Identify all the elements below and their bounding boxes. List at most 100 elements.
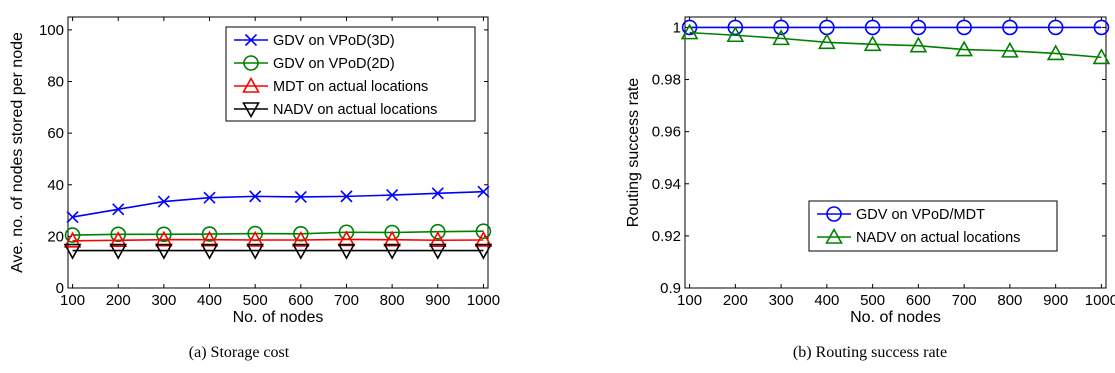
x-tick-label: 100 bbox=[60, 292, 85, 309]
chart-panel-storage-cost: 100 200 300 400 500 600 700 800 900 1000 0 20 40 60 80… bbox=[9, 16, 500, 361]
y-tick-label: 0 bbox=[56, 280, 64, 297]
y-tick-label: 60 bbox=[47, 125, 64, 142]
data-point bbox=[772, 29, 790, 46]
data-point bbox=[291, 230, 310, 247]
data-point bbox=[681, 19, 698, 36]
x-tick-label: 600 bbox=[906, 292, 931, 309]
series-1 bbox=[64, 223, 492, 243]
series-line bbox=[72, 190, 484, 218]
data-point bbox=[157, 195, 170, 208]
x-tick-label: 500 bbox=[243, 292, 268, 309]
data-point bbox=[64, 227, 81, 243]
data-point bbox=[294, 190, 307, 203]
x-tick-label: 200 bbox=[723, 292, 748, 309]
series-3 bbox=[63, 243, 493, 260]
x-tick-label: 400 bbox=[814, 292, 839, 309]
data-point bbox=[429, 223, 446, 240]
data-point bbox=[203, 191, 216, 204]
y-tick-label: 0.9 bbox=[660, 280, 681, 297]
data-point bbox=[337, 243, 356, 260]
data-point bbox=[1001, 41, 1019, 58]
legend: GDV on VPoD(3D) GDV on VPoD(2D) MDT on act… bbox=[225, 26, 476, 122]
data-point bbox=[337, 230, 356, 247]
x-axis-label: No. of nodes bbox=[850, 309, 941, 326]
x-tick-label: 900 bbox=[1043, 292, 1068, 309]
plot-area-frame bbox=[684, 16, 1107, 289]
data-point bbox=[109, 243, 128, 260]
x-tick-label: 700 bbox=[952, 292, 977, 309]
data-point bbox=[428, 231, 447, 248]
legend-label: GDV on VPoD/MDT bbox=[856, 207, 985, 223]
data-point bbox=[246, 243, 265, 260]
data-point bbox=[474, 243, 493, 260]
data-point bbox=[291, 243, 310, 260]
y-tick-label: 0.98 bbox=[652, 72, 681, 89]
data-point bbox=[1093, 19, 1110, 36]
data-point bbox=[386, 189, 399, 202]
legend-marker bbox=[826, 206, 842, 222]
data-point bbox=[909, 36, 928, 53]
data-point bbox=[910, 19, 927, 36]
x-tick-label: 500 bbox=[860, 292, 885, 309]
data-point bbox=[383, 230, 401, 247]
data-point bbox=[956, 19, 972, 36]
y-tick-label: 1 bbox=[673, 19, 681, 36]
data-point bbox=[155, 243, 173, 260]
y-tick-label: 0.94 bbox=[652, 176, 681, 193]
y-axis-label: Routing success rate bbox=[625, 78, 642, 228]
chart-panel-routing-success-rate: 100 200 300 400 500 600 700 800 900 1000 0.9 0.92 0.… bbox=[625, 16, 1115, 361]
x-tick-label: 1000 bbox=[1085, 292, 1115, 309]
data-point bbox=[109, 231, 128, 248]
data-point bbox=[340, 190, 353, 203]
data-point bbox=[477, 185, 490, 198]
y-tick-label: 100 bbox=[39, 22, 64, 39]
data-point bbox=[63, 231, 82, 248]
x-tick-label: 600 bbox=[288, 292, 313, 309]
data-point bbox=[110, 226, 127, 243]
series-line bbox=[689, 31, 1102, 59]
data-point bbox=[246, 230, 265, 247]
legend-marker bbox=[825, 227, 843, 244]
data-point bbox=[428, 243, 447, 260]
x-tick-label: 300 bbox=[151, 292, 176, 309]
x-tick-label: 400 bbox=[197, 292, 222, 309]
x-tick-label: 800 bbox=[380, 292, 405, 309]
legend-label: GDV on VPoD(3D) bbox=[273, 33, 395, 49]
x-tick-label: 200 bbox=[106, 292, 131, 309]
data-point bbox=[817, 33, 836, 50]
data-point bbox=[293, 226, 309, 242]
data-point bbox=[1002, 19, 1018, 36]
figure-caption: (a) Storage cost bbox=[189, 344, 290, 361]
figure-caption: (b) Routing success rate bbox=[793, 344, 947, 361]
x-tick-label: 100 bbox=[677, 292, 702, 309]
data-point bbox=[955, 40, 974, 57]
y-axis-label: Ave. no. of nodes stored per node bbox=[9, 32, 26, 273]
data-point bbox=[155, 230, 173, 247]
series-line bbox=[72, 238, 484, 242]
data-point bbox=[201, 226, 218, 242]
y-tick-label: 0.92 bbox=[652, 228, 681, 245]
x-tick-label: 700 bbox=[334, 292, 359, 309]
series-1 bbox=[680, 23, 1111, 65]
plot-area-frame bbox=[67, 16, 489, 289]
data-point bbox=[63, 243, 82, 260]
data-point bbox=[773, 19, 789, 36]
data-point bbox=[864, 19, 881, 36]
data-point bbox=[200, 230, 219, 247]
series-line bbox=[72, 230, 484, 236]
legend-label: NADV on actual locations bbox=[856, 230, 1020, 246]
data-point bbox=[112, 203, 125, 216]
series-0 bbox=[66, 185, 490, 224]
data-point bbox=[680, 23, 699, 40]
series-2 bbox=[63, 230, 493, 248]
legend-label: NADV on actual locations bbox=[273, 102, 437, 118]
data-point bbox=[431, 187, 444, 200]
data-point bbox=[156, 226, 172, 243]
legend: GDV on VPoD/MDT NADV on actual locations bbox=[808, 200, 1058, 252]
legend-box bbox=[225, 26, 476, 122]
data-point bbox=[863, 35, 882, 52]
legend-label: GDV on VPoD(2D) bbox=[273, 56, 395, 72]
data-point bbox=[727, 19, 744, 36]
x-axis-label: No. of nodes bbox=[233, 309, 324, 326]
